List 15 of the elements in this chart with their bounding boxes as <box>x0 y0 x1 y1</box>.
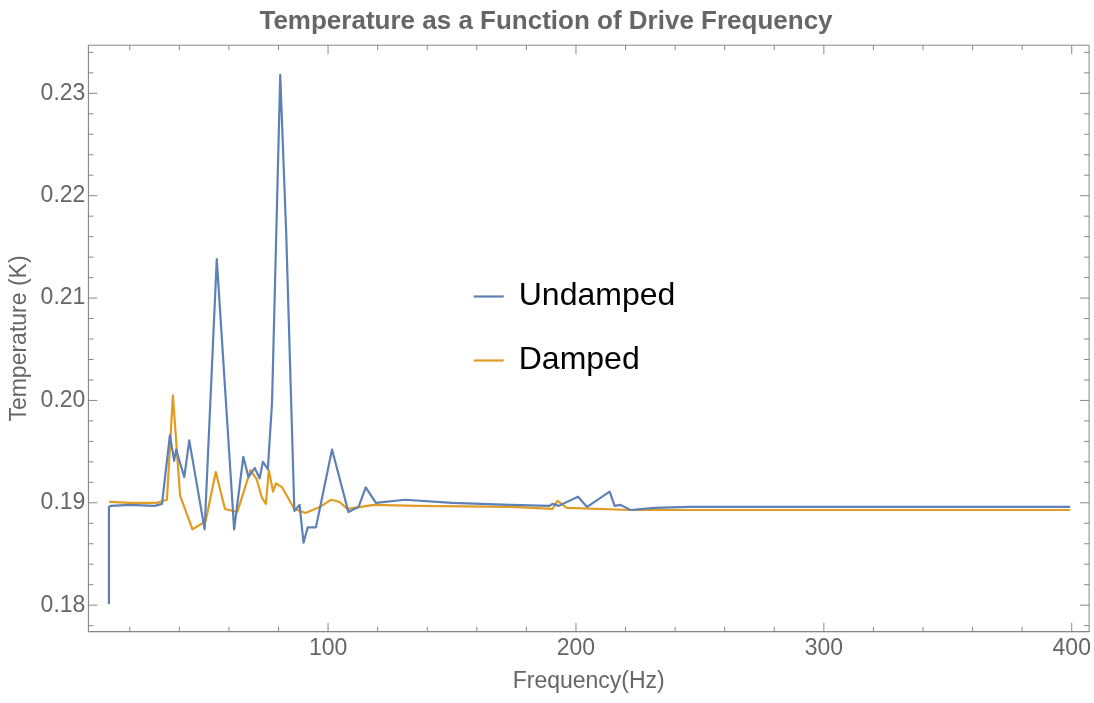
y-tick-label: 0.19 <box>40 488 86 515</box>
x-tick-label: 200 <box>556 633 596 660</box>
y-tick-label: 0.23 <box>40 78 86 105</box>
y-tick-label: 0.22 <box>40 181 86 208</box>
x-tick-label: 400 <box>1052 633 1091 660</box>
y-tick-label: 0.21 <box>40 283 86 310</box>
legend-label: Undamped <box>518 276 676 313</box>
x-axis-title: Frequency(Hz) <box>512 666 665 693</box>
chart-title: Temperature as a Function of Drive Frequency <box>259 4 834 35</box>
x-tick-label: 100 <box>308 633 348 660</box>
x-tick-label: 300 <box>804 633 844 660</box>
legend-label: Damped <box>518 340 640 377</box>
y-axis-title: Temperature (K) <box>5 255 32 422</box>
y-tick-label: 0.18 <box>40 590 86 617</box>
y-tick-label: 0.20 <box>40 385 86 412</box>
